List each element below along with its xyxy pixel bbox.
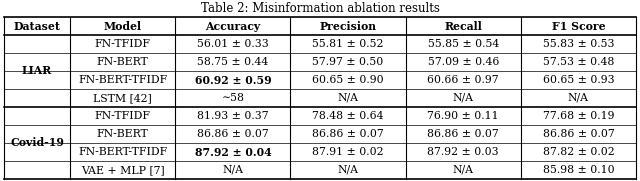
Text: ∼58: ∼58 xyxy=(221,93,244,103)
Text: 87.91 ± 0.02: 87.91 ± 0.02 xyxy=(312,147,384,157)
Text: FN-BERT: FN-BERT xyxy=(97,57,148,67)
Text: 55.85 ± 0.54: 55.85 ± 0.54 xyxy=(428,39,499,49)
Text: 60.65 ± 0.93: 60.65 ± 0.93 xyxy=(543,75,614,85)
Text: 60.65 ± 0.90: 60.65 ± 0.90 xyxy=(312,75,384,85)
Text: N/A: N/A xyxy=(452,93,474,103)
Text: 86.86 ± 0.07: 86.86 ± 0.07 xyxy=(197,129,269,139)
Text: 55.83 ± 0.53: 55.83 ± 0.53 xyxy=(543,39,614,49)
Text: N/A: N/A xyxy=(452,165,474,175)
Text: LIAR: LIAR xyxy=(22,66,52,77)
Text: 86.86 ± 0.07: 86.86 ± 0.07 xyxy=(312,129,384,139)
Text: 77.68 ± 0.19: 77.68 ± 0.19 xyxy=(543,111,614,121)
Text: Precision: Precision xyxy=(319,20,376,31)
Text: FN-TFIDF: FN-TFIDF xyxy=(95,111,151,121)
Text: 78.48 ± 0.64: 78.48 ± 0.64 xyxy=(312,111,384,121)
Text: Covid-19: Covid-19 xyxy=(10,138,64,148)
Text: Dataset: Dataset xyxy=(13,20,61,31)
Text: FN-BERT-TFIDF: FN-BERT-TFIDF xyxy=(78,75,167,85)
Text: Model: Model xyxy=(104,20,142,31)
Text: 57.97 ± 0.50: 57.97 ± 0.50 xyxy=(312,57,384,67)
Text: Recall: Recall xyxy=(444,20,482,31)
Text: 58.75 ± 0.44: 58.75 ± 0.44 xyxy=(197,57,269,67)
Text: N/A: N/A xyxy=(568,93,589,103)
Text: 57.09 ± 0.46: 57.09 ± 0.46 xyxy=(428,57,499,67)
Text: FN-BERT-TFIDF: FN-BERT-TFIDF xyxy=(78,147,167,157)
Text: 86.86 ± 0.07: 86.86 ± 0.07 xyxy=(428,129,499,139)
Text: 76.90 ± 0.11: 76.90 ± 0.11 xyxy=(428,111,499,121)
Text: 87.92 ± 0.04: 87.92 ± 0.04 xyxy=(195,146,271,157)
Text: 87.92 ± 0.03: 87.92 ± 0.03 xyxy=(428,147,499,157)
Text: N/A: N/A xyxy=(337,93,358,103)
Text: 81.93 ± 0.37: 81.93 ± 0.37 xyxy=(197,111,269,121)
Text: 87.82 ± 0.02: 87.82 ± 0.02 xyxy=(543,147,614,157)
Text: 56.01 ± 0.33: 56.01 ± 0.33 xyxy=(197,39,269,49)
Text: LSTM [42]: LSTM [42] xyxy=(93,93,152,103)
Text: FN-BERT: FN-BERT xyxy=(97,129,148,139)
Text: Table 2: Misinformation ablation results: Table 2: Misinformation ablation results xyxy=(200,3,440,16)
Text: 55.81 ± 0.52: 55.81 ± 0.52 xyxy=(312,39,384,49)
Text: 57.53 ± 0.48: 57.53 ± 0.48 xyxy=(543,57,614,67)
Text: 86.86 ± 0.07: 86.86 ± 0.07 xyxy=(543,129,614,139)
Text: N/A: N/A xyxy=(223,165,243,175)
Text: 60.92 ± 0.59: 60.92 ± 0.59 xyxy=(195,75,271,85)
Text: FN-TFIDF: FN-TFIDF xyxy=(95,39,151,49)
Text: 60.66 ± 0.97: 60.66 ± 0.97 xyxy=(428,75,499,85)
Text: 85.98 ± 0.10: 85.98 ± 0.10 xyxy=(543,165,614,175)
Text: Accuracy: Accuracy xyxy=(205,20,260,31)
Text: N/A: N/A xyxy=(337,165,358,175)
Text: VAE + MLP [7]: VAE + MLP [7] xyxy=(81,165,164,175)
Text: F1 Score: F1 Score xyxy=(552,20,605,31)
